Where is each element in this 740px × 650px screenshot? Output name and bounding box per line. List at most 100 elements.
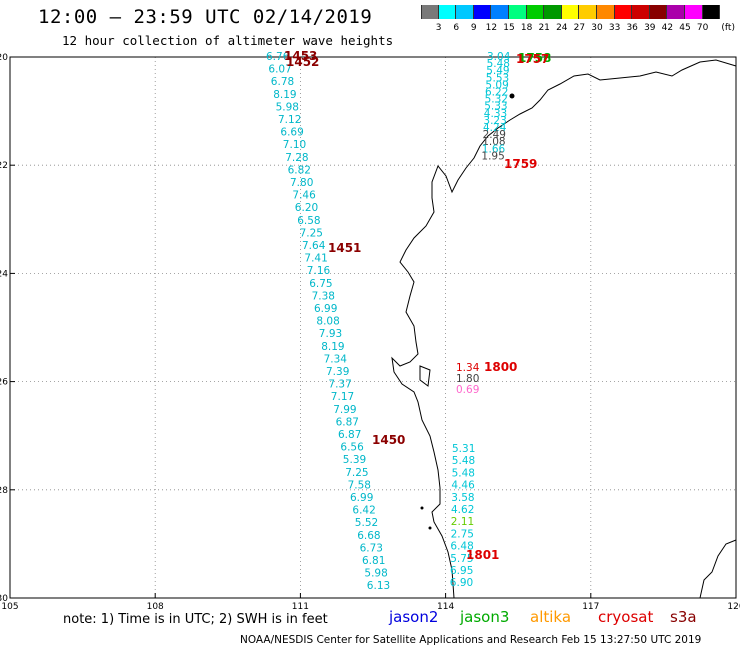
wave-height-label: 6.68: [357, 530, 380, 542]
lat-tick-label: -26: [0, 378, 8, 388]
pass-time-label: 1758: [518, 51, 551, 65]
legend-swatch: [473, 5, 492, 19]
legend-swatch: [438, 5, 457, 19]
wave-height-label: 8.08: [316, 316, 339, 328]
wave-height-label: 6.73: [360, 542, 383, 554]
legend-label: 24: [556, 23, 568, 33]
color-legend: 3 6 9 12 15 18 21 24 27 30 33 36 39 42 45 70 (ft): [421, 5, 735, 33]
island: [420, 506, 424, 510]
legend-label: 6: [453, 23, 460, 33]
legend-label: 42: [661, 23, 674, 33]
wave-height-label: 3.58: [451, 492, 474, 504]
wave-height-label: 7.34: [324, 353, 348, 365]
legend-swatch: [649, 5, 668, 19]
wave-height-label: 4.62: [451, 504, 474, 516]
wave-height-label: 4.33: [484, 108, 507, 120]
legend-swatch: [632, 5, 650, 19]
satellite-tracks: 6.766.076.788.195.987.126.697.107.286.82…: [266, 51, 511, 592]
lat-tick-label: -24: [0, 269, 8, 279]
wave-height-label: 6.69: [280, 127, 303, 139]
wave-height-label: 1.80: [456, 373, 479, 385]
satellite-legend-item: s3a: [670, 608, 697, 626]
wave-height-label: 6.95: [450, 565, 473, 577]
wave-height-label: 5.48: [452, 455, 475, 467]
coastline-bay: [419, 365, 431, 387]
pass-time-label: 1453: [284, 49, 317, 63]
wave-height-label: 7.93: [319, 328, 342, 340]
island: [428, 526, 432, 530]
wave-height-label: 6.82: [288, 164, 311, 176]
lat-tick-label: -30: [0, 594, 8, 604]
wave-height-label: 7.38: [312, 290, 335, 302]
wave-height-label: 2.11: [451, 516, 474, 528]
wave-height-label: 7.10: [283, 139, 306, 151]
legend-label: 21: [538, 23, 550, 33]
legend-label: 3: [435, 23, 442, 33]
wave-height-label: 7.17: [331, 391, 354, 403]
wave-height-label: 5.98: [364, 568, 387, 580]
wave-height-label: 6.87: [336, 416, 359, 428]
wave-height-label: 6.99: [314, 303, 337, 315]
wave-height-label: 5.75: [450, 553, 473, 565]
lon-tick-label: 120: [727, 602, 740, 612]
legend-swatch: [596, 5, 615, 19]
pass-time-label: 1800: [484, 360, 517, 374]
wave-height-label: 6.07: [268, 64, 291, 76]
legend-swatch: [702, 5, 721, 19]
wave-height-label: 7.46: [292, 190, 316, 202]
legend-label: 36: [626, 23, 638, 33]
legend-label: 9: [470, 23, 477, 33]
wave-height-label: 6.56: [340, 442, 364, 454]
wave-height-label: 5.48: [487, 58, 510, 70]
legend-label: (ft): [721, 23, 735, 33]
lon-tick-label: 117: [582, 602, 599, 612]
legend-swatch: [579, 5, 597, 19]
wave-height-label: 6.48: [450, 541, 473, 553]
wave-height-label: 6.81: [362, 555, 385, 567]
legend-label: 15: [503, 23, 515, 33]
wave-height-label: 6.20: [295, 202, 318, 214]
legend-swatch: [508, 5, 527, 19]
legend-swatch: [456, 5, 474, 19]
lon-tick-label: 114: [437, 602, 454, 612]
wave-height-label: 7.64: [302, 240, 326, 252]
satellite-legend-item: jason3: [460, 608, 510, 626]
legend-label: 27: [573, 23, 586, 33]
wave-height-label: 4.24: [483, 122, 507, 134]
axis-ticks: 105 108 111 114 117 120 -20 -22 -24 -26 -28 -30: [0, 53, 740, 612]
wave-height-label: 7.25: [300, 227, 323, 239]
wave-height-label: 1.08: [482, 136, 505, 148]
legend-label: 30: [591, 23, 603, 33]
wave-height-label: 7.80: [290, 177, 313, 189]
pass-time-label: 1452: [286, 55, 319, 69]
wave-height-label: 3.04: [487, 51, 511, 63]
lat-tick-label: -20: [0, 53, 8, 63]
wave-height-label: 7.25: [345, 467, 368, 479]
wave-height-label: 6.76: [266, 51, 290, 63]
pass-time-label: 1450: [372, 433, 405, 447]
legend-label: 39: [644, 23, 656, 33]
wave-height-label: 2.75: [451, 528, 474, 540]
map-title: 12:00 – 23:59 UTC 02/14/2019: [38, 6, 373, 28]
wave-height-label: 5.53: [486, 72, 509, 84]
map-frame: [9, 56, 737, 599]
lon-tick-label: 108: [147, 602, 164, 612]
legend-labels: 3 6 9 12 15 18 21 24 27 30 33 36 39 42 45 70 (ft): [421, 19, 735, 33]
legend-swatch: [684, 5, 703, 19]
wave-height-label: 3.23: [483, 115, 506, 127]
wave-height-label: 6.78: [271, 76, 294, 88]
lat-lon-grid: [10, 57, 736, 598]
satellite-legend-item: altika: [530, 608, 572, 626]
wave-height-label: 5.31: [452, 443, 475, 455]
legend-swatch: [614, 5, 633, 19]
legend-label: 12: [485, 23, 498, 33]
pass-time-label: 1451: [328, 241, 361, 255]
lon-tick-label: 111: [292, 602, 309, 612]
footer-credit: NOAA/NESDIS Center for Satellite Applica…: [240, 634, 702, 646]
wave-height-label: 7.12: [278, 114, 301, 126]
wave-height-label: 5.33: [484, 101, 507, 113]
wave-height-label: 7.58: [348, 479, 371, 491]
wave-height-label: 6.22: [485, 87, 508, 99]
island: [509, 93, 515, 99]
